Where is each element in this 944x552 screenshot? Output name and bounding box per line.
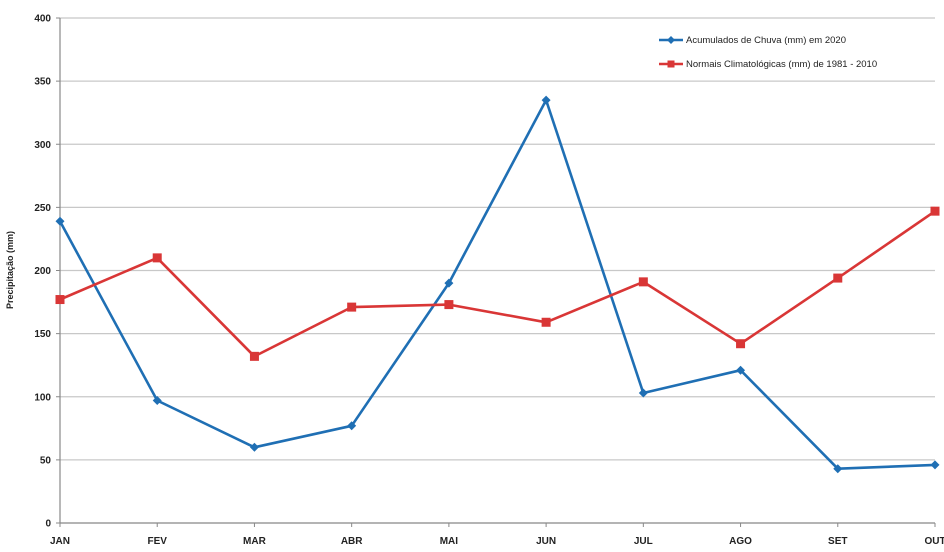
y-tick-label-50: 50 bbox=[40, 455, 52, 466]
point-rain-2020-jan bbox=[55, 216, 65, 226]
point-normals-set bbox=[833, 273, 843, 283]
x-tick-label-set: SET bbox=[828, 536, 847, 547]
point-rain-2020-abr bbox=[347, 421, 357, 431]
y-tick-label-300: 300 bbox=[34, 140, 51, 151]
y-tick-label-250: 250 bbox=[34, 203, 51, 214]
x-tick-label-jan: JAN bbox=[50, 536, 70, 547]
x-tick-label-mar: MAR bbox=[243, 536, 267, 547]
x-tick-label-fev: FEV bbox=[147, 536, 167, 547]
gridlines bbox=[60, 17, 935, 461]
series-line-rain-2020 bbox=[58, 98, 936, 471]
y-tick-label-150: 150 bbox=[34, 329, 51, 340]
point-normals-ago bbox=[736, 339, 746, 349]
legend-marker-rain-2020 bbox=[667, 36, 675, 44]
y-axis-label: Precipitação (mm) bbox=[5, 231, 15, 309]
point-normals-mai bbox=[444, 300, 454, 310]
x-tick-label-out: OUT bbox=[924, 536, 944, 547]
point-normals-jan bbox=[55, 295, 65, 305]
y-tick-label-200: 200 bbox=[34, 266, 51, 277]
x-tick-label-jun: JUN bbox=[536, 536, 556, 547]
x-tick-labels: JAN FEV MAR ABR MAI JUN JUL AGO SET OUT bbox=[50, 536, 944, 547]
series-line-normals bbox=[59, 210, 936, 358]
point-rain-2020-jun bbox=[541, 95, 551, 105]
legend-label-normals: Normais Climatológicas (mm) de 1981 - 20… bbox=[686, 59, 877, 70]
point-rain-2020-set bbox=[833, 464, 843, 474]
point-normals-jul bbox=[638, 277, 648, 287]
point-rain-2020-fev bbox=[152, 396, 162, 406]
axes bbox=[56, 17, 936, 527]
x-tick-label-jul: JUL bbox=[634, 536, 653, 547]
x-tick-label-ago: AGO bbox=[729, 536, 752, 547]
point-normals-fev bbox=[152, 253, 162, 263]
legend-entry-rain-2020: Acumulados de Chuva (mm) em 2020 bbox=[659, 35, 846, 46]
y-tick-label-400: 400 bbox=[34, 14, 51, 25]
y-tick-labels: 0 50 100 150 200 250 300 350 400 bbox=[34, 14, 51, 530]
point-rain-2020-jul bbox=[638, 388, 648, 398]
legend-label-rain-2020: Acumulados de Chuva (mm) em 2020 bbox=[686, 35, 846, 46]
point-rain-2020-mai bbox=[444, 278, 454, 288]
x-tick-label-abr: ABR bbox=[341, 536, 363, 547]
point-rain-2020-mar bbox=[249, 442, 259, 452]
legend-entry-normals: Normais Climatológicas (mm) de 1981 - 20… bbox=[659, 59, 877, 70]
point-rain-2020-out bbox=[930, 460, 940, 470]
point-normals-jun bbox=[541, 317, 551, 327]
y-tick-label-0: 0 bbox=[45, 519, 51, 530]
legend-marker-normals bbox=[667, 60, 675, 68]
point-rain-2020-ago bbox=[736, 365, 746, 375]
point-normals-out bbox=[930, 206, 940, 216]
x-tick-label-mai: MAI bbox=[440, 536, 459, 547]
y-tick-label-350: 350 bbox=[34, 77, 51, 88]
y-tick-label-100: 100 bbox=[34, 392, 51, 403]
point-normals-abr bbox=[347, 302, 357, 312]
legend: Acumulados de Chuva (mm) em 2020 Normais… bbox=[659, 35, 877, 70]
series-group bbox=[55, 95, 940, 474]
point-normals-mar bbox=[249, 351, 259, 361]
